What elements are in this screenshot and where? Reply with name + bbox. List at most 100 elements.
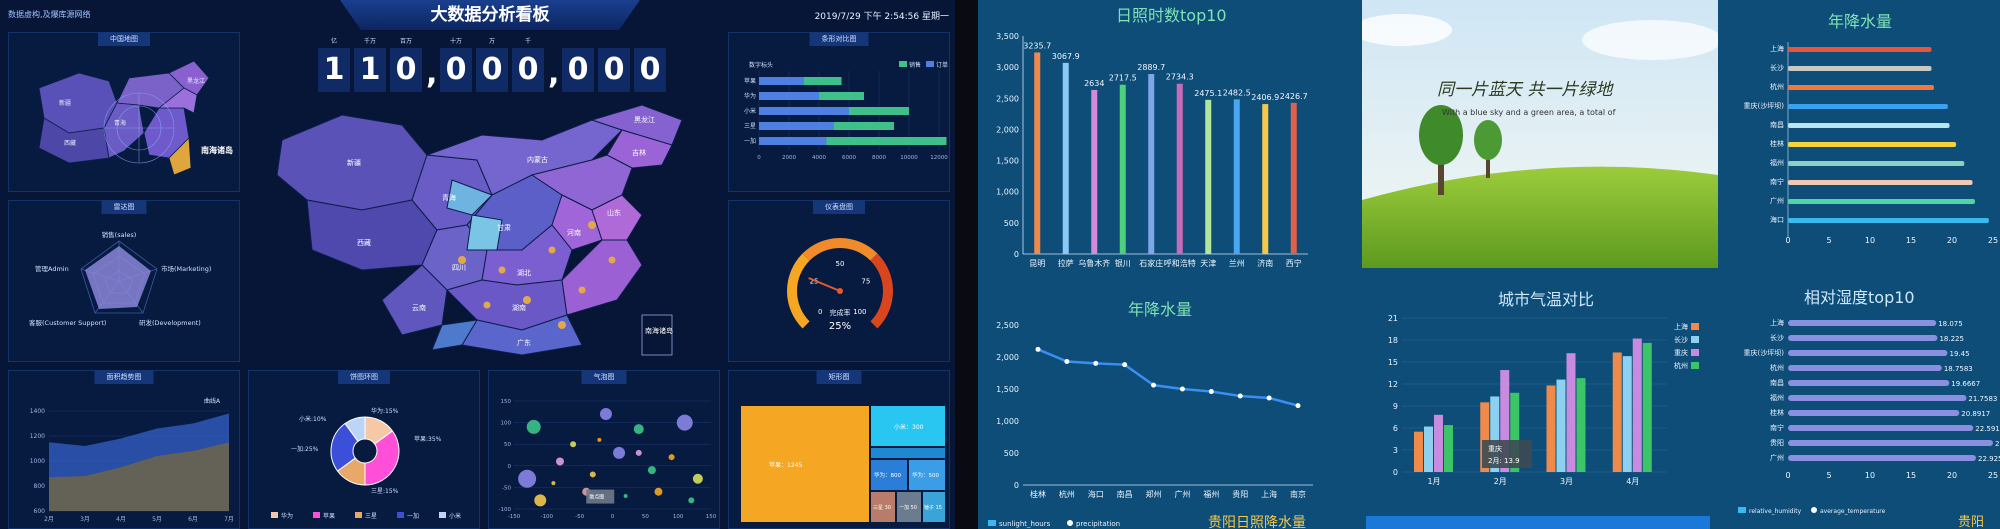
annual-bar <box>1788 161 1965 166</box>
bubble-point <box>688 497 695 504</box>
bubble-point <box>647 466 656 475</box>
map-label: 黑龙江 <box>634 115 655 124</box>
rain-point <box>1208 389 1214 395</box>
temp-ytick: 12 <box>1388 380 1398 389</box>
bubble-ytick: 100 <box>501 421 512 427</box>
humid-legend-label: average_temperature <box>1820 508 1886 515</box>
annual-bar <box>1788 218 1989 223</box>
temp-bar <box>1500 370 1510 472</box>
treemap-title: 矩形图 <box>816 370 862 384</box>
treemap-label: 华为：500 <box>912 471 939 479</box>
humid-chart-title: 相对湿度top10 <box>1804 288 1915 307</box>
treemap-cell <box>871 492 895 522</box>
map-marker <box>578 286 586 294</box>
gauge-title: 仪表盘图 <box>813 200 865 214</box>
sun-ytick: 3,000 <box>996 63 1019 72</box>
sun-xtick: 天津 <box>1200 258 1216 268</box>
sun-bar <box>1148 74 1155 254</box>
humid-value-label: 18.225 <box>1939 335 1964 343</box>
humid-legend-swatch <box>1738 507 1746 513</box>
humid-value-label: 22.5917 <box>1975 425 2000 433</box>
gauge-tick: 100 <box>853 308 866 316</box>
map-label: 新疆 <box>347 158 361 167</box>
bar-category: 一加 <box>744 137 756 145</box>
rain-line <box>1037 348 1299 407</box>
treemap-label: 一加 50 <box>899 504 917 511</box>
sun-xtick: 银川 <box>1115 258 1131 268</box>
treemap-cell <box>897 492 921 522</box>
treemap-cell <box>923 492 945 522</box>
bar-segment <box>804 77 842 85</box>
bar-xtick: 4000 <box>812 155 826 161</box>
bubble-ytick: -100 <box>499 507 512 513</box>
pie-legend-label: 三星 <box>365 513 377 520</box>
map-label: 山东 <box>607 208 621 217</box>
gauge-tick: 75 <box>861 277 870 285</box>
rain-xtick: 杭州 <box>1059 489 1075 499</box>
gauge-hub <box>837 288 843 294</box>
sun-ytick: 2,500 <box>996 94 1019 103</box>
gauge-needle <box>808 277 841 292</box>
pie-label: 华为:15% <box>371 407 399 415</box>
area-panel: 面积趋势图 曲线A 600 800 1000 1200 1400 2月 3月 4月 5月 6月 7月 <box>8 370 240 529</box>
radar-panel: 雷达图 销售(sales) 市场(Marketing) 研发(Developme… <box>8 200 240 362</box>
sun-value-label: 3067.9 <box>1052 52 1080 61</box>
area-ytick: 1200 <box>30 433 45 440</box>
radar-title: 雷达图 <box>101 200 147 214</box>
annual-bar <box>1788 85 1934 90</box>
pie-title: 饼图环图 <box>338 370 390 384</box>
bar-segment <box>759 107 849 115</box>
sun-bar <box>1290 102 1297 254</box>
bar-category: 三星 <box>744 123 756 130</box>
clock: 2019/7/29 下午 2:54:56 星期一 <box>814 12 949 22</box>
map-label: 青海 <box>442 193 456 202</box>
temp-bar <box>1612 352 1622 472</box>
humid-value-label: 22.925 <box>1978 455 2000 463</box>
treemap-cell <box>871 460 907 490</box>
treemap-chart: 苹果：1245 小米：300 华为：800 华为：500 三星 30 一加 50… <box>741 406 945 522</box>
area-xtick: 7月 <box>224 516 234 523</box>
rain-xtick: 上海 <box>1261 489 1277 499</box>
bottom-title: 贵阳日照降水量 <box>1208 515 1306 529</box>
sun-chart-title: 日照时数top10 <box>1116 6 1227 25</box>
humid-bar <box>1788 455 1976 461</box>
sun-xtick: 乌鲁木齐 <box>1078 258 1110 268</box>
rain-ytick: 1,000 <box>996 417 1019 426</box>
bar-legend-swatch <box>926 61 934 67</box>
sun-value-label: 2734.3 <box>1166 73 1194 82</box>
humid-category: 贵阳 <box>1770 438 1784 447</box>
banner-image: 同一片蓝天 共一片绿地 With a blue sky and a green … <box>1362 0 1718 268</box>
digit: 0 <box>634 48 666 92</box>
sun-ytick: 1,500 <box>996 157 1019 166</box>
map-region-heilongjiang <box>590 104 683 146</box>
annual-bar <box>1788 47 1932 52</box>
temp-ytick: 18 <box>1388 336 1398 345</box>
bar-legend-swatch <box>899 61 907 67</box>
area-ytick: 800 <box>34 483 46 490</box>
bubble-point <box>589 471 596 478</box>
sun-value-label: 2406.9 <box>1251 93 1279 102</box>
bar-xtick: 8000 <box>872 155 886 161</box>
sun-ytick: 500 <box>1004 219 1019 228</box>
annual-category: 杭州 <box>1770 82 1784 91</box>
bubble-point <box>654 487 663 496</box>
bubble-point <box>676 414 693 431</box>
temp-xtick: 2月 <box>1494 477 1507 486</box>
humid-xtick: 15 <box>1906 471 1916 480</box>
digit-unit: 十万 <box>449 38 462 45</box>
sun-bar <box>1233 99 1240 254</box>
bubble-ytick: 0 <box>508 464 512 470</box>
bubble-xtick: 0 <box>611 514 615 520</box>
area-ytick: 1000 <box>30 458 45 465</box>
temp-legend-swatch <box>1691 349 1699 356</box>
annual-category: 南昌 <box>1770 120 1784 129</box>
rain-legend-swatch <box>988 520 996 526</box>
humid-bar <box>1788 425 1974 431</box>
temp-ytick: 0 <box>1393 468 1398 477</box>
map-label: 甘肃 <box>497 223 511 232</box>
annual-category: 海口 <box>1770 215 1784 224</box>
bar-title: 条形对比图 <box>809 32 869 46</box>
bar-xtick: 12000 <box>930 155 948 161</box>
